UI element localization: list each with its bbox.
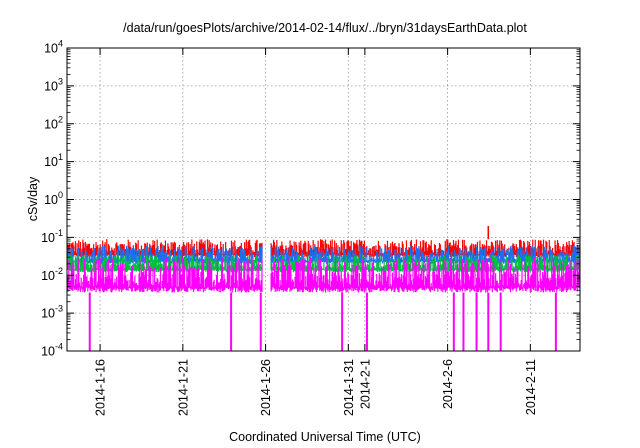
y-tick-label: 103 xyxy=(44,76,63,93)
x-tick-labels: 2014-1-16 2014-1-21 2014-1-26 2014-1-31 2014… xyxy=(94,359,538,416)
chart-title: /data/run/goesPlots/archive/2014-02-14/f… xyxy=(123,21,527,35)
x-tick-label: 2014-2-11 xyxy=(524,359,538,415)
y-tick-label: 10-1 xyxy=(41,228,63,245)
x-tick-label: 2014-1-26 xyxy=(259,359,273,416)
grid-lines xyxy=(67,48,580,351)
y-tick-label: 104 xyxy=(44,39,63,56)
y-tick-label: 102 xyxy=(44,114,63,131)
x-tick-label: 2014-1-31 xyxy=(342,359,356,416)
x-tick-label: 2014-2-6 xyxy=(441,359,455,409)
series-layer xyxy=(67,225,580,351)
series-3-line xyxy=(67,257,580,293)
y-tick-label: 101 xyxy=(44,152,63,169)
y-axis-label: cSv/day xyxy=(26,176,40,221)
y-tick-label: 100 xyxy=(44,190,63,207)
x-axis-label: Coordinated Universal Time (UTC) xyxy=(229,430,421,444)
y-tick-label: 10-4 xyxy=(41,342,63,359)
y-tick-label: 10-3 xyxy=(41,304,63,321)
y-tick-labels: 10-4 10-3 10-2 10-1 100 101 102 103 104 xyxy=(41,39,63,359)
y-tick-label: 10-2 xyxy=(41,266,63,283)
tick-marks xyxy=(67,47,580,352)
x-tick-label: 2014-1-16 xyxy=(94,359,108,416)
x-tick-label: 2014-2-1 xyxy=(358,359,372,409)
x-tick-label: 2014-1-21 xyxy=(176,359,190,416)
